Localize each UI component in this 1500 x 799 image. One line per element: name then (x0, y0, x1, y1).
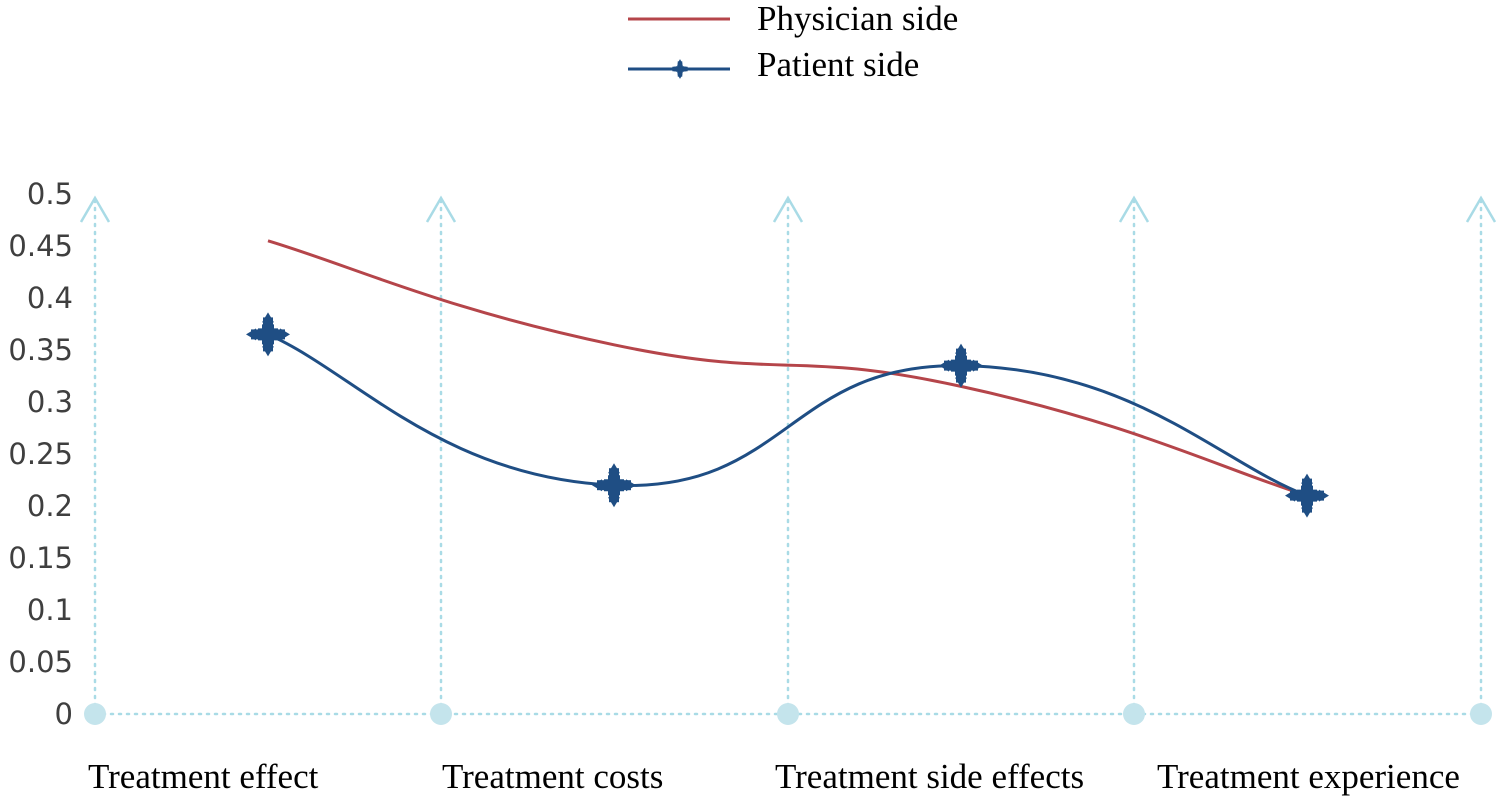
legend-label-physician: Physician side (757, 0, 958, 38)
grid (79, 195, 1497, 725)
x-category-label: Treatment costs (442, 757, 663, 796)
data-point-marker (592, 463, 636, 508)
grid-arrow-icon (1465, 195, 1497, 223)
legend-item-physician: Physician side (628, 0, 958, 38)
grid-arrow-icon (425, 195, 457, 223)
legend-item-patient: Patient side (628, 45, 919, 84)
y-tick-label: 0.2 (27, 489, 73, 523)
y-tick-label: 0.3 (27, 385, 73, 419)
y-tick-label: 0.4 (27, 281, 73, 315)
grid-dot (777, 703, 799, 725)
y-tick-label: 0.15 (8, 541, 73, 575)
y-tick-label: 0.35 (8, 333, 73, 367)
legend: Physician side Patient side (628, 0, 958, 84)
series-layer (246, 239, 1329, 518)
x-category-label: Treatment effect (88, 757, 319, 796)
grid-dot (84, 703, 106, 725)
y-tick-label: 0.25 (8, 437, 73, 471)
grid-dot (430, 703, 452, 725)
legend-label-patient: Patient side (757, 45, 919, 84)
grid-dot (1123, 703, 1145, 725)
legend-marker-patient (670, 59, 690, 79)
grid-arrow-icon (79, 195, 111, 223)
data-point-marker (1285, 473, 1329, 518)
data-point-marker (939, 343, 983, 388)
grid-dot (1470, 703, 1492, 725)
y-tick-label: 0.5 (27, 177, 73, 211)
y-tick-label: 0.1 (27, 593, 73, 627)
grid-arrow-icon (1118, 195, 1150, 223)
y-axis: 0 0.05 0.1 0.15 0.2 0.25 0.3 0.35 0.4 0.45 0.5 (8, 177, 73, 731)
x-axis: Treatment effect Treatment costs Treatment… (88, 757, 1460, 796)
y-tick-label: 0.05 (8, 645, 73, 679)
series-line-patient (267, 333, 1308, 498)
x-category-label: Treatment side effects (775, 757, 1084, 796)
data-point-marker (246, 312, 290, 357)
data-point-marker (670, 59, 690, 79)
x-category-label: Treatment experience (1157, 757, 1460, 796)
y-tick-label: 0 (55, 697, 73, 731)
grid-arrow-icon (772, 195, 804, 223)
y-tick-label: 0.45 (8, 229, 73, 263)
series-line-physician (267, 239, 1308, 498)
